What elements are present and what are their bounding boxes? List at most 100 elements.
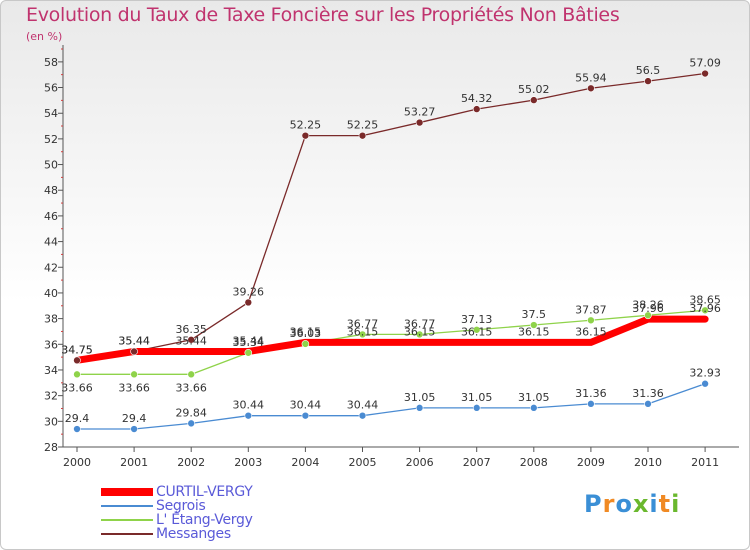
data-point [701, 306, 709, 315]
data-point [358, 330, 367, 339]
data-label: 52.25 [290, 119, 322, 132]
data-point [415, 330, 424, 339]
data-label: 30.44 [347, 399, 379, 412]
data-label: 31.05 [404, 391, 436, 404]
data-point [472, 105, 481, 113]
data-label: 36.15 [290, 325, 322, 338]
y-tick-label: 34 [44, 364, 58, 377]
data-label: 34.75 [61, 343, 93, 356]
data-label: 55.94 [575, 71, 607, 84]
data-point [244, 298, 253, 307]
data-point [472, 325, 481, 334]
data-point [415, 118, 424, 127]
data-point [358, 411, 367, 420]
data-label: 35.44 [175, 334, 207, 347]
series-lines [73, 72, 709, 430]
data-label: 36.77 [347, 317, 379, 330]
x-tick-label: 2006 [406, 456, 434, 469]
chart-title: Evolution du Taux de Taxe Foncière sur l… [26, 4, 620, 26]
data-point [130, 347, 138, 356]
y-tick-label: 38 [44, 313, 58, 326]
y-tick-label: 40 [44, 287, 58, 300]
data-point [187, 370, 195, 379]
x-tick-label: 2007 [463, 456, 491, 469]
data-label: 31.05 [518, 391, 550, 404]
data-label: 37.5 [522, 308, 547, 321]
logo-letter: P [584, 490, 603, 518]
data-label: 29.4 [122, 412, 147, 425]
logo-letter: x [632, 490, 650, 518]
series-line-L' Étang-Vergy [76, 309, 706, 375]
data-label: 37.13 [461, 313, 493, 326]
axes: 28 30 32 34 36 38 40 42 44 46 48 50 52 54 56 58 2000 2001… [44, 45, 739, 469]
series-line-Segrois [76, 383, 706, 430]
data-label: 30.44 [233, 399, 265, 412]
data-point [187, 419, 195, 428]
data-point [301, 131, 310, 140]
y-tick-label: 46 [44, 210, 58, 223]
x-tick-label: 2008 [520, 456, 548, 469]
logo-letter: i [649, 490, 659, 518]
series-points [73, 69, 709, 433]
data-label: 30.44 [290, 399, 322, 412]
x-tick-label: 2002 [177, 456, 205, 469]
legend-swatch [101, 519, 153, 521]
data-label: 38.65 [689, 293, 721, 306]
series-line-CURTIL-VERGY [73, 315, 709, 364]
data-point [701, 379, 709, 388]
data-label: 29.4 [65, 412, 90, 425]
data-label: 36.15 [518, 325, 550, 338]
data-point [358, 131, 367, 140]
data-label: 36.15 [461, 325, 493, 338]
legend-swatch [101, 505, 153, 507]
y-tick-label: 48 [44, 184, 58, 197]
data-label: 36.15 [347, 325, 379, 338]
data-point [587, 84, 595, 93]
legend-swatch [101, 488, 153, 496]
series-line-Messanges [76, 72, 706, 361]
y-tick-label: 56 [44, 82, 58, 95]
data-label: 36.77 [404, 317, 436, 330]
data-label: 32.93 [689, 367, 721, 380]
data-point [472, 404, 481, 412]
data-point [73, 425, 81, 433]
data-label: 36.03 [290, 327, 322, 340]
legend-swatch [101, 533, 153, 535]
data-point [130, 425, 138, 433]
y-tick-label: 32 [44, 390, 58, 403]
data-point [301, 340, 310, 348]
data-label: 37.96 [632, 302, 664, 315]
legend-label: CURTIL-VERGY [156, 484, 253, 500]
data-label: 37.87 [575, 303, 607, 316]
data-label: 31.05 [461, 391, 493, 404]
data-point [244, 411, 253, 420]
legend-label: L' Étang-Vergy [156, 512, 253, 528]
x-tick-label: 2004 [291, 456, 319, 469]
data-point [701, 69, 709, 78]
data-point [301, 411, 310, 420]
data-point [73, 356, 81, 365]
series-labels: 34.75 35.44 35.44 35.44 36.15 36.15 36.15 36.15… [61, 57, 721, 426]
logo-letter: r [602, 490, 616, 518]
data-point [644, 77, 652, 85]
data-point [587, 316, 595, 325]
data-label: 31.36 [632, 387, 664, 400]
data-label: 56.5 [636, 64, 661, 77]
data-label: 37.96 [689, 302, 721, 315]
data-point [529, 404, 538, 412]
legend-label: Segrois [156, 498, 206, 514]
y-tick-label: 54 [44, 107, 58, 120]
x-tick-label: 2011 [691, 456, 719, 469]
x-tick-label: 2001 [120, 456, 148, 469]
data-label: 35.44 [118, 334, 150, 347]
x-tick-label: 2005 [349, 456, 377, 469]
data-point [187, 335, 195, 344]
x-tick-label: 2009 [577, 456, 605, 469]
data-label: 36.35 [175, 323, 207, 336]
data-label: 35.44 [233, 334, 265, 347]
data-point [587, 400, 595, 408]
y-tick-label: 36 [44, 338, 58, 351]
y-tick-label: 28 [44, 441, 58, 454]
y-unit-label: (en %) [26, 30, 63, 43]
